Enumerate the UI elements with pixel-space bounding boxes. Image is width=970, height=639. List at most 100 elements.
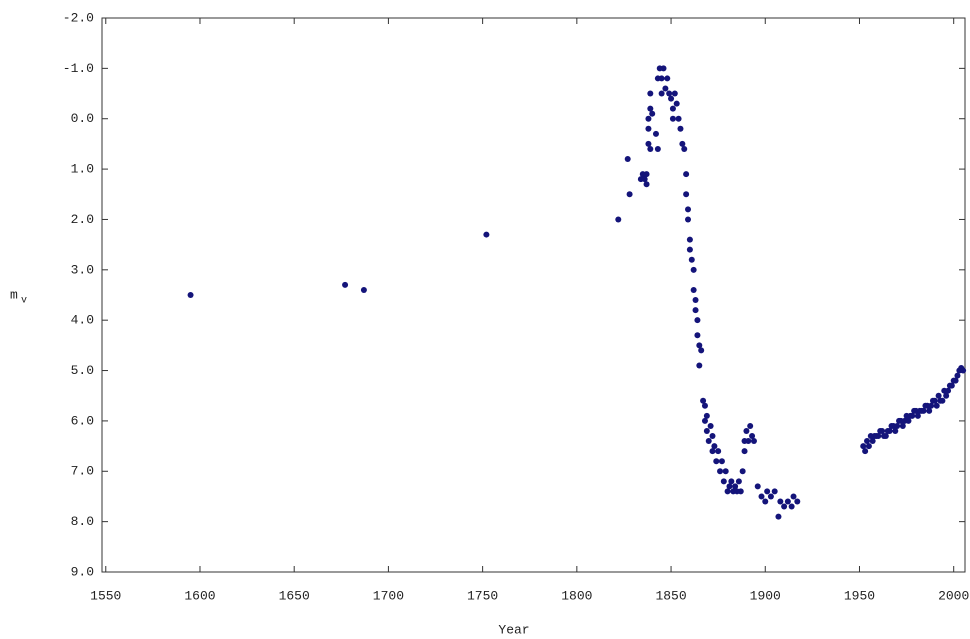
x-tick-label: 1850	[655, 588, 686, 603]
data-point	[749, 433, 756, 440]
data-point	[775, 513, 782, 520]
data-point	[673, 100, 680, 107]
data-point	[707, 422, 714, 429]
y-axis-label-subscript: v	[21, 296, 27, 307]
data-point	[686, 236, 693, 243]
data-point	[764, 488, 771, 495]
data-point	[939, 397, 946, 404]
data-point	[954, 372, 961, 379]
data-point	[875, 433, 882, 440]
x-tick-label: 1950	[844, 588, 875, 603]
data-point	[952, 377, 959, 384]
data-point	[701, 402, 708, 409]
y-tick-label: 9.0	[71, 564, 94, 579]
data-point	[777, 498, 784, 505]
data-point	[669, 115, 676, 122]
data-point	[894, 422, 901, 429]
y-tick-label: 5.0	[71, 363, 94, 378]
data-point	[645, 125, 652, 132]
x-tick-label: 1550	[90, 588, 121, 603]
y-tick-label: 4.0	[71, 313, 94, 328]
data-point	[728, 478, 735, 485]
data-point	[882, 433, 889, 440]
data-point	[713, 458, 720, 465]
data-point	[860, 443, 867, 450]
data-point	[647, 145, 654, 152]
x-tick-label: 1600	[184, 588, 215, 603]
data-point	[909, 412, 916, 419]
data-point	[905, 417, 912, 424]
data-point	[928, 402, 935, 409]
data-point	[784, 498, 791, 505]
x-tick-label: 1650	[279, 588, 310, 603]
data-point	[705, 438, 712, 445]
data-point	[669, 105, 676, 112]
data-point	[739, 468, 746, 475]
data-point	[914, 412, 921, 419]
y-tick-label: 6.0	[71, 413, 94, 428]
data-point	[865, 443, 872, 450]
data-point	[658, 90, 665, 97]
y-tick-label: 0.0	[71, 111, 94, 126]
data-point	[671, 90, 678, 97]
data-point	[724, 488, 731, 495]
data-point	[686, 246, 693, 253]
x-tick-label: 2000	[938, 588, 969, 603]
data-point	[483, 231, 490, 238]
data-point	[788, 503, 795, 510]
data-point	[698, 347, 705, 354]
data-point	[342, 281, 349, 288]
data-point	[645, 140, 652, 147]
data-point	[935, 392, 942, 399]
data-point	[694, 317, 701, 324]
y-tick-label: -1.0	[63, 61, 94, 76]
data-point	[781, 503, 788, 510]
data-point	[647, 105, 654, 112]
data-point	[717, 468, 724, 475]
data-point	[645, 115, 652, 122]
data-point	[685, 216, 692, 223]
data-point	[762, 498, 769, 505]
data-point	[641, 176, 648, 183]
data-point	[790, 493, 797, 500]
data-point	[931, 397, 938, 404]
y-axis-label: m	[10, 287, 18, 302]
data-point	[703, 412, 710, 419]
data-point	[879, 427, 886, 434]
data-point	[862, 448, 869, 455]
data-point	[709, 433, 716, 440]
data-point	[735, 478, 742, 485]
data-point	[675, 115, 682, 122]
data-point	[694, 332, 701, 339]
data-point	[886, 427, 893, 434]
y-tick-label: 7.0	[71, 464, 94, 479]
data-point	[711, 443, 718, 450]
plot-frame	[101, 17, 966, 573]
data-point	[615, 216, 622, 223]
data-point	[690, 286, 697, 293]
data-point	[688, 256, 695, 263]
data-point	[626, 191, 633, 198]
data-point	[681, 145, 688, 152]
data-point	[683, 171, 690, 178]
data-point	[722, 468, 729, 475]
data-point	[664, 75, 671, 82]
data-point	[709, 448, 716, 455]
data-point	[948, 382, 955, 389]
data-point	[920, 407, 927, 414]
data-point	[754, 483, 761, 490]
data-point	[696, 342, 703, 349]
data-point	[718, 458, 725, 465]
data-point	[624, 156, 631, 163]
data-point	[677, 125, 684, 132]
data-point	[943, 392, 950, 399]
data-point	[662, 85, 669, 92]
data-point	[700, 397, 707, 404]
data-point	[652, 130, 659, 137]
x-tick-label: 1900	[750, 588, 781, 603]
data-point	[794, 498, 801, 505]
x-axis-label: Year	[498, 622, 529, 637]
data-point	[750, 438, 757, 445]
data-point	[649, 110, 656, 117]
